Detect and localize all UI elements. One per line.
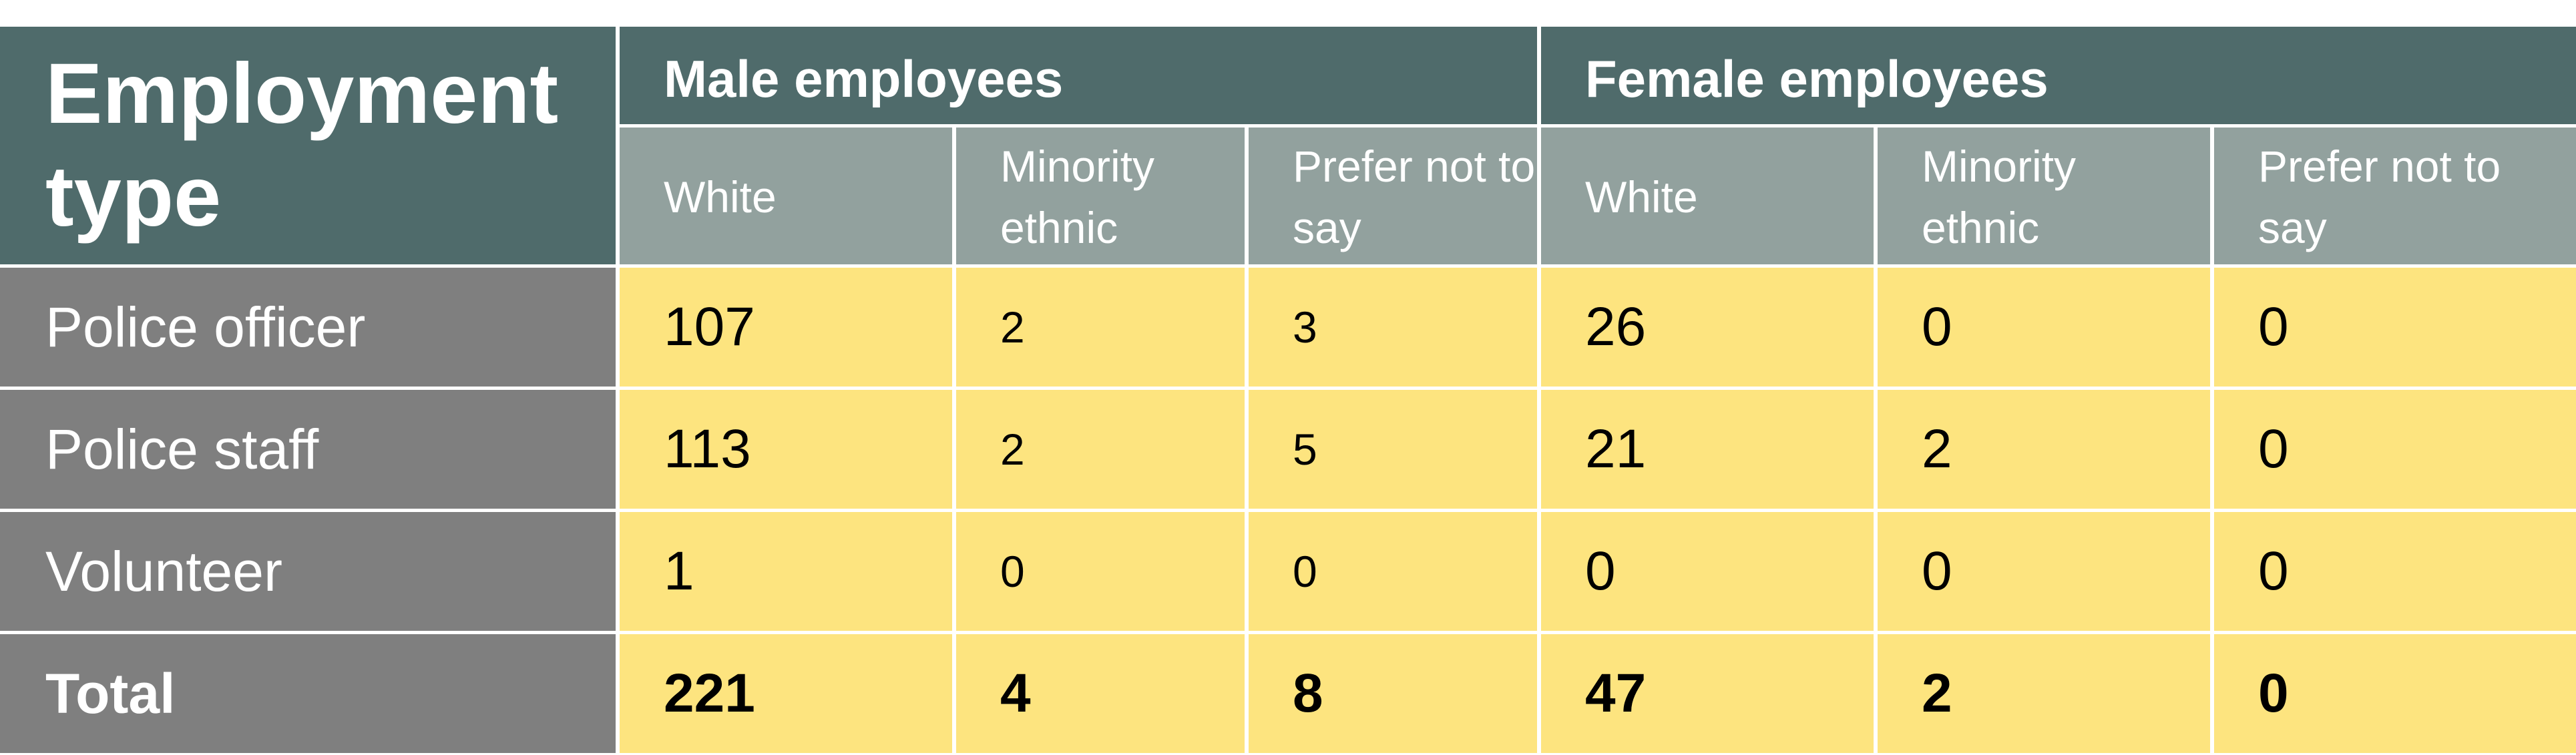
- table-cell-total: 8: [1249, 634, 1537, 753]
- table-cell: 113: [620, 390, 952, 509]
- group-header-male: Male employees: [620, 27, 1537, 124]
- subheader-female-minority: Minority ethnic: [1878, 128, 2210, 264]
- subheader-male-minority: Minority ethnic: [956, 128, 1245, 264]
- table-cell: 5: [1249, 390, 1537, 509]
- table-cell: 1: [620, 512, 952, 631]
- table-cell: 107: [620, 268, 952, 387]
- table-cell: 2: [1878, 390, 2210, 509]
- subheader-female-prefer-not: Prefer not to say: [2214, 128, 2576, 264]
- table-cell: 0: [956, 512, 1245, 631]
- table-cell: 0: [2214, 268, 2576, 387]
- group-header-female: Female employees: [1541, 27, 2576, 124]
- row-label-police-officer: Police officer: [0, 268, 616, 387]
- table-cell: 0: [1878, 268, 2210, 387]
- row-label-volunteer: Volunteer: [0, 512, 616, 631]
- table-cell: 0: [1249, 512, 1537, 631]
- table-cell: 3: [1249, 268, 1537, 387]
- table-cell: 0: [2214, 390, 2576, 509]
- corner-header-label: Employment type: [45, 46, 559, 244]
- table-cell-total: 221: [620, 634, 952, 753]
- row-label-total: Total: [0, 634, 616, 753]
- table-cell: 21: [1541, 390, 1874, 509]
- table-cell: 0: [2214, 512, 2576, 631]
- table-cell-total: 2: [1878, 634, 2210, 753]
- subheader-male-prefer-not: Prefer not to say: [1249, 128, 1537, 264]
- subheader-female-white: White: [1541, 128, 1874, 264]
- table-cell: 0: [1541, 512, 1874, 631]
- subheader-male-white: White: [620, 128, 952, 264]
- row-label-police-staff: Police staff: [0, 390, 616, 509]
- corner-header: Employment type: [0, 27, 616, 264]
- table-cell: 2: [956, 390, 1245, 509]
- table-cell-total: 4: [956, 634, 1245, 753]
- table-cell: 2: [956, 268, 1245, 387]
- table-cell-total: 0: [2214, 634, 2576, 753]
- table-cell: 0: [1878, 512, 2210, 631]
- table-cell: 26: [1541, 268, 1874, 387]
- table-cell-total: 47: [1541, 634, 1874, 753]
- employment-ethnicity-table: Employment type Male employees Female em…: [0, 27, 2576, 753]
